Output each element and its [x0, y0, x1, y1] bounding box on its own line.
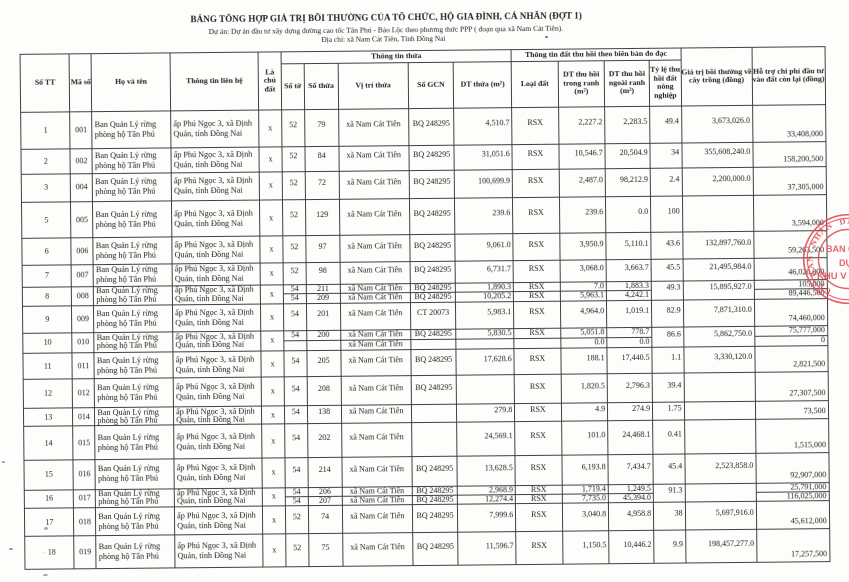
svg-text:N: N [805, 255, 816, 263]
svg-text:KHU V: KHU V [817, 271, 847, 282]
svg-text:BAN QU: BAN QU [826, 244, 849, 254]
svg-text:DỰ Á: DỰ Á [839, 258, 849, 268]
svg-text:D: D [838, 216, 846, 227]
